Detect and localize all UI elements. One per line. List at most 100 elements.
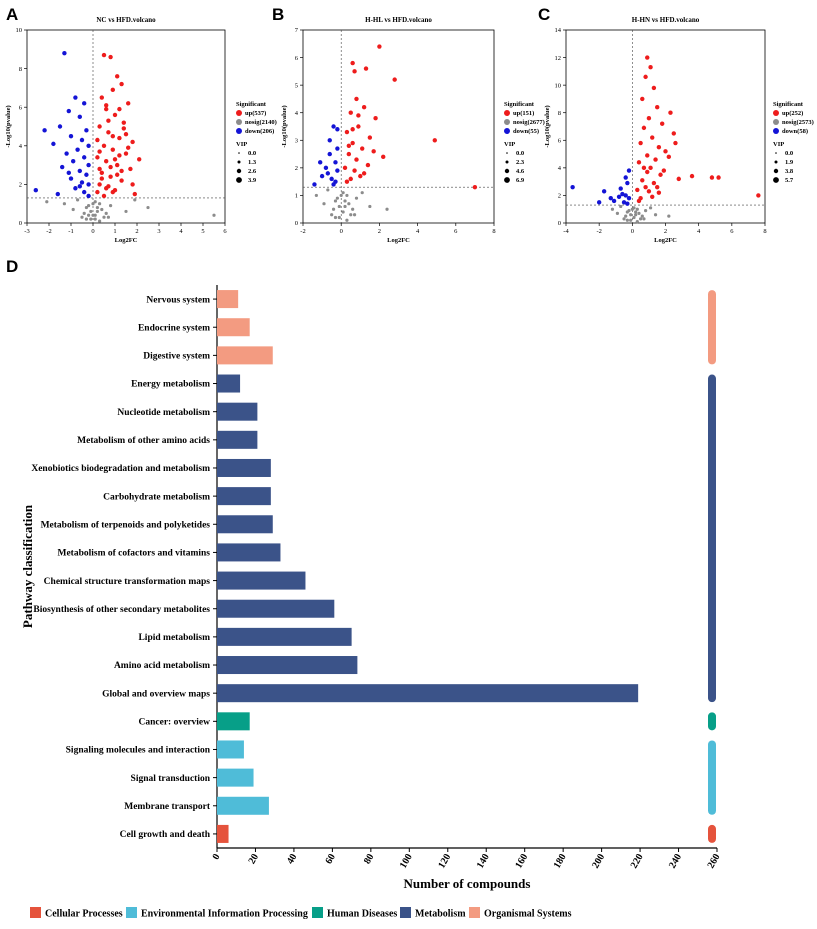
- category-label: Chemical structure transformation maps: [44, 577, 211, 587]
- point-nosig: [385, 207, 389, 211]
- category-label: Cell growth and death: [120, 830, 211, 840]
- point-down: [42, 128, 47, 133]
- x-tick-label: 6: [223, 228, 227, 235]
- point-nosig: [642, 217, 646, 221]
- point-up: [137, 157, 142, 162]
- x-tick-label: 2: [135, 228, 138, 235]
- point-up: [346, 151, 352, 157]
- bar: [217, 402, 258, 421]
- point-nosig: [80, 215, 84, 219]
- point-up: [668, 110, 673, 115]
- point-nosig: [322, 202, 326, 206]
- legend-label: nosig(2140): [245, 119, 277, 126]
- vip-level-label: 4.6: [516, 168, 525, 175]
- point-up: [676, 176, 681, 182]
- point-nosig: [351, 207, 355, 211]
- legend-marker: [236, 128, 242, 134]
- point-down: [79, 137, 85, 143]
- point-up: [117, 106, 122, 112]
- point-nosig: [76, 198, 80, 202]
- y-tick-label: 2: [19, 182, 22, 189]
- point-up: [377, 44, 382, 49]
- point-nosig: [349, 213, 353, 217]
- point-nosig: [341, 191, 345, 195]
- point-up: [346, 143, 352, 148]
- point-down: [86, 193, 91, 199]
- legend-label: nosig(2573): [782, 119, 814, 126]
- point-down: [616, 194, 622, 200]
- x-tick-label: 6: [730, 228, 734, 235]
- x-axis-label: Log2FC: [387, 237, 410, 244]
- plot-frame: [302, 29, 495, 224]
- x-tick-label: -4: [563, 228, 569, 235]
- panel-letter-c: C: [538, 5, 550, 24]
- group-strip: [708, 374, 716, 703]
- point-down: [64, 151, 69, 156]
- category-label: Membrane transport: [124, 802, 211, 812]
- point-nosig: [98, 202, 102, 206]
- vip-level-label: 2.3: [516, 159, 525, 166]
- point-up: [119, 168, 124, 174]
- point-up: [648, 165, 653, 171]
- volcano-panel-a: A NC vs HFD.volcano -3 -2 -1 0 1 2 3 4 5 6 0 2 4 6 8 10 Lo…: [5, 5, 277, 244]
- point-up: [110, 189, 116, 195]
- panel-letter-d: D: [6, 257, 18, 276]
- point-down: [319, 173, 325, 179]
- legend-marker: [773, 110, 779, 116]
- category-label: Signaling molecules and interaction: [66, 746, 211, 756]
- legend-label: Organismal Systems: [484, 909, 572, 920]
- x-tick-label: 2: [378, 228, 381, 235]
- y-tick-label: 10: [16, 27, 23, 34]
- x-tick-label: 8: [492, 228, 495, 235]
- y-axis-label: -Log10(pvalue): [5, 105, 12, 147]
- x-tick-label: 0: [340, 228, 343, 235]
- x-tick-label: 4: [697, 228, 701, 235]
- point-nosig: [95, 209, 99, 214]
- point-down: [55, 191, 60, 197]
- point-up: [641, 165, 647, 171]
- point-up: [110, 87, 116, 93]
- point-up: [643, 184, 648, 190]
- point-down: [77, 168, 83, 174]
- point-down: [82, 189, 87, 195]
- point-nosig: [345, 218, 349, 222]
- point-nosig: [341, 210, 345, 214]
- point-up: [99, 176, 105, 181]
- point-up: [373, 116, 378, 121]
- x-tick-label: 4: [179, 228, 183, 235]
- vip-size-marker: [238, 152, 240, 154]
- vip-level-label: 2.6: [248, 168, 257, 175]
- point-nosig: [337, 215, 341, 220]
- point-nosig: [314, 193, 318, 198]
- category-label: Amino acid metabolism: [114, 661, 210, 671]
- point-up: [650, 135, 655, 140]
- point-nosig: [212, 213, 216, 217]
- point-up: [350, 140, 355, 146]
- point-down: [327, 138, 332, 143]
- point-up: [432, 138, 437, 143]
- category-label: Biosynthesis of other secondary metaboli…: [33, 605, 210, 615]
- y-tick-label: 0: [19, 220, 22, 227]
- point-up: [101, 143, 107, 148]
- point-down: [66, 108, 72, 114]
- point-up: [117, 153, 122, 158]
- bar: [217, 656, 358, 675]
- point-up: [126, 101, 131, 106]
- point-up: [104, 106, 109, 112]
- point-nosig: [93, 213, 97, 217]
- point-nosig: [84, 217, 88, 221]
- point-up: [106, 130, 111, 135]
- vip-level-label: 0.0: [516, 150, 524, 157]
- point-nosig: [635, 220, 639, 224]
- legend-label: up(252): [782, 110, 803, 117]
- point-up: [640, 178, 645, 183]
- point-up: [99, 95, 105, 100]
- legend-label: down(55): [513, 128, 539, 135]
- point-nosig: [84, 205, 88, 210]
- point-up: [656, 144, 662, 150]
- group-strip: [708, 740, 716, 815]
- y-axis-label: -Log10(pvalue): [281, 105, 288, 147]
- vip-level-label: 0.0: [248, 150, 256, 157]
- group-strip: [708, 290, 716, 365]
